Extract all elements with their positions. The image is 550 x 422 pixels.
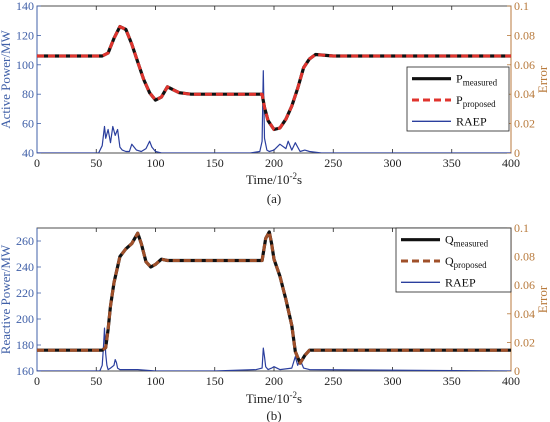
chart-panel-1: 0 50 100 150 200 250 300 350 400 40 60 80 100 120 140 0…	[0, 0, 550, 206]
x-tick-label: 100	[147, 374, 165, 388]
y-tick-label: 220	[16, 286, 34, 300]
x-tick-label: 50	[90, 374, 102, 388]
y-tick-label: 200	[16, 312, 34, 326]
y2-tick-label: 0.02	[514, 117, 535, 131]
y2-tick-label: 0.08	[514, 250, 535, 264]
y2-tick-label: 0.08	[514, 28, 535, 42]
panel-caption: (a)	[267, 191, 281, 206]
y-axis-label: Active Power/MW	[0, 29, 13, 128]
x-tick-label: 200	[265, 156, 283, 170]
x-tick-label: 0	[34, 374, 40, 388]
x-tick-label: 300	[384, 156, 402, 170]
y2-tick-label: 0.04	[514, 87, 535, 101]
series-group	[37, 230, 511, 371]
x-axis-label: Time/10-2s	[246, 171, 302, 187]
x-tick-label: 400	[502, 374, 520, 388]
y-axis-label: Reactive Power/MW	[0, 244, 13, 354]
legend-label: RAEP	[445, 275, 476, 289]
legend: Pmeasured Pproposed RAEP	[406, 66, 510, 132]
y-tick-label: 260	[16, 234, 34, 248]
x-tick-label: 250	[324, 156, 342, 170]
y-tick-label: 160	[16, 364, 34, 378]
x-tick-label: 350	[443, 374, 461, 388]
y2-tick-label: 0	[514, 146, 520, 160]
x-tick-label: 200	[265, 374, 283, 388]
legend-label: Qproposed	[445, 254, 487, 270]
y2-tick-label: 0.06	[514, 58, 535, 72]
y-tick-label: 40	[22, 146, 34, 160]
x-tick-label: 300	[384, 374, 402, 388]
x-tick-label: 50	[90, 156, 102, 170]
x-tick-label: 100	[147, 156, 165, 170]
y-tick-label: 180	[16, 338, 34, 352]
series-line-raep	[37, 70, 511, 153]
series-line-p-proposed	[37, 25, 511, 131]
series-line-q-proposed	[37, 230, 511, 365]
legend-label: Pmeasured	[456, 72, 498, 88]
x-tick-label: 350	[443, 156, 461, 170]
chart-panel-2: 0 50 100 150 200 250 300 350 400 160 180 200 220 240 2…	[0, 221, 550, 422]
y2-tick-label: 0.1	[514, 221, 529, 235]
series-line-raep	[37, 327, 511, 371]
y-tick-label: 120	[16, 28, 34, 42]
x-tick-label: 0	[34, 156, 40, 170]
legend: Qmeasured Qproposed RAEP	[395, 227, 512, 293]
y-tick-label: 240	[16, 260, 34, 274]
x-axis-label: Time/10-2s	[246, 390, 302, 406]
x-tick-label: 150	[206, 156, 224, 170]
y2-tick-label: 0.06	[514, 278, 535, 292]
y2-tick-label: 0.04	[514, 307, 535, 321]
x-tick-label: 250	[324, 374, 342, 388]
x-tick-label: 400	[502, 156, 520, 170]
y-tick-label: 140	[16, 0, 34, 13]
y-tick-label: 100	[16, 58, 34, 72]
legend-label: RAEP	[456, 114, 487, 128]
y2-axis-label: Error	[535, 285, 550, 313]
x-tick-label: 150	[206, 374, 224, 388]
series-group	[37, 25, 511, 153]
y2-axis-label: Error	[535, 65, 550, 93]
y-tick-label: 80	[22, 87, 34, 101]
y2-tick-label: 0.02	[514, 335, 535, 349]
y2-tick-label: 0.1	[514, 0, 529, 13]
y-tick-label: 60	[22, 117, 34, 131]
panel-caption: (b)	[266, 408, 281, 422]
legend-label: Pproposed	[456, 93, 496, 109]
legend-label: Qmeasured	[445, 233, 489, 249]
y2-tick-label: 0	[514, 364, 520, 378]
